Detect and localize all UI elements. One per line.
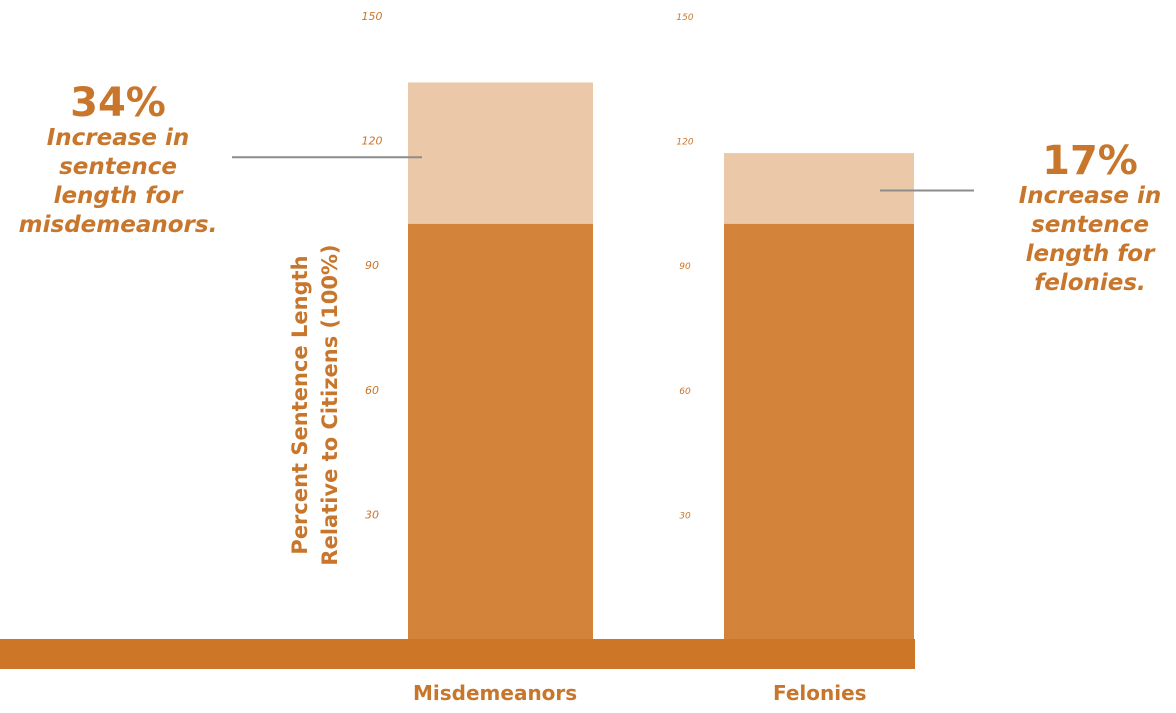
y-tick-label-30: 30 bbox=[365, 508, 379, 521]
annotation-misdemeanors-line-2: sentence bbox=[59, 154, 177, 180]
y-tick-label-30-right: 30 bbox=[679, 511, 691, 521]
bar-felonies-base bbox=[724, 223, 914, 639]
annotation-felonies-line-1: Increase in bbox=[1018, 183, 1162, 209]
annotation-felonies-percent: 17% bbox=[1042, 138, 1138, 184]
y-tick-label-60-right: 60 bbox=[679, 387, 691, 397]
y-tick-label-0-right: 0 bbox=[682, 644, 688, 654]
annotation-misdemeanors: 34% Increase in sentence length for misd… bbox=[4, 82, 232, 240]
y-axis-label: Percent Sentence Length Relative to Citi… bbox=[250, 175, 380, 635]
category-label-felonies: Felonies bbox=[773, 681, 867, 705]
annotation-felonies: 17% Increase in sentence length for felo… bbox=[1005, 140, 1175, 298]
y-axis-label-line-1: Percent Sentence Length bbox=[288, 255, 312, 555]
annotation-misdemeanors-line-1: Increase in bbox=[46, 125, 190, 151]
annotation-misdemeanors-line-4: misdemeanors. bbox=[18, 212, 218, 238]
y-tick-label-60: 60 bbox=[365, 384, 379, 397]
y-tick-label-150-right: 150 bbox=[676, 13, 693, 23]
y-tick-label-90: 90 bbox=[365, 259, 379, 272]
category-label-misdemeanors: Misdemeanors bbox=[413, 681, 578, 705]
y-axis-label-line-2: Relative to Citizens (100%) bbox=[318, 244, 342, 566]
y-tick-label-90-right: 90 bbox=[679, 262, 691, 272]
y-tick-label-120-right: 120 bbox=[676, 138, 693, 148]
bar-misdemeanors-increase bbox=[408, 82, 593, 224]
annotation-misdemeanors-percent: 34% bbox=[70, 80, 166, 126]
annotation-felonies-line-2: sentence bbox=[1031, 212, 1149, 238]
y-tick-label-0: 0 bbox=[369, 641, 376, 654]
bar-misdemeanors-base bbox=[408, 223, 593, 639]
annotation-felonies-line-4: felonies. bbox=[1034, 270, 1146, 296]
annotation-misdemeanors-line-3: length for bbox=[53, 183, 183, 209]
y-tick-label-120: 120 bbox=[362, 135, 383, 148]
x-axis-band bbox=[0, 639, 915, 669]
bar-felonies-increase bbox=[724, 153, 914, 224]
y-tick-label-150: 150 bbox=[362, 10, 383, 23]
annotation-felonies-line-3: length for bbox=[1025, 241, 1155, 267]
